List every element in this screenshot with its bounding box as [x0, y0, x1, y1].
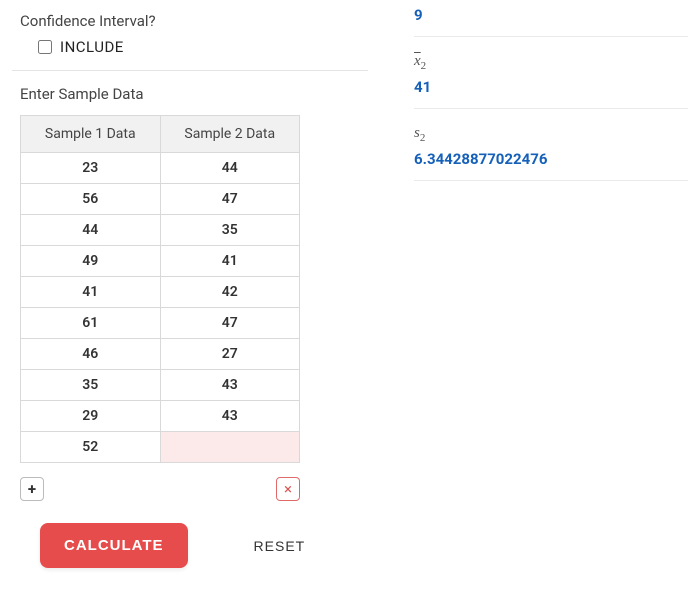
table-row: 5647 — [21, 184, 300, 215]
reset-button[interactable]: RESET — [248, 537, 312, 555]
table-row: 6147 — [21, 308, 300, 339]
stat-divider — [414, 108, 688, 109]
stat-value-s2: 6.34428877022476 — [414, 150, 688, 168]
table-row: 4941 — [21, 246, 300, 277]
stat-value-xbar2: 41 — [414, 78, 688, 96]
plus-icon: + — [28, 482, 36, 497]
table-row: 52 — [21, 432, 300, 463]
stat-divider — [414, 180, 688, 181]
table-cell[interactable]: 47 — [160, 308, 300, 339]
include-checkbox[interactable] — [38, 40, 52, 54]
stat-label-s2: s2 — [414, 125, 688, 144]
table-cell[interactable]: 23 — [21, 153, 161, 184]
table-cell[interactable]: 47 — [160, 184, 300, 215]
table-cell[interactable]: 56 — [21, 184, 161, 215]
table-cell[interactable]: 44 — [160, 153, 300, 184]
sample-data-table: Sample 1 Data Sample 2 Data 234456474435… — [20, 115, 300, 463]
remove-icon: × — [284, 482, 292, 497]
enter-sample-data-label: Enter Sample Data — [20, 85, 360, 103]
table-cell[interactable]: 43 — [160, 401, 300, 432]
table-cell[interactable]: 41 — [160, 246, 300, 277]
table-cell[interactable]: 42 — [160, 277, 300, 308]
table-cell[interactable] — [160, 432, 300, 463]
table-row: 4627 — [21, 339, 300, 370]
table-header-sample1: Sample 1 Data — [21, 116, 161, 153]
stat-value-n2: 9 — [414, 6, 688, 24]
table-cell[interactable]: 41 — [21, 277, 161, 308]
calculate-button[interactable]: CALCULATE — [40, 523, 188, 568]
table-cell[interactable]: 52 — [21, 432, 161, 463]
table-cell[interactable]: 35 — [21, 370, 161, 401]
include-label[interactable]: INCLUDE — [60, 38, 124, 56]
table-row: 3543 — [21, 370, 300, 401]
stat-label-xbar2: x2 — [414, 53, 688, 72]
table-cell[interactable]: 43 — [160, 370, 300, 401]
table-row: 4435 — [21, 215, 300, 246]
table-cell[interactable]: 27 — [160, 339, 300, 370]
table-row: 4142 — [21, 277, 300, 308]
table-cell[interactable]: 44 — [21, 215, 161, 246]
confidence-interval-label: Confidence Interval? — [20, 12, 360, 30]
table-cell[interactable]: 49 — [21, 246, 161, 277]
table-row: 2943 — [21, 401, 300, 432]
table-cell[interactable]: 35 — [160, 215, 300, 246]
stat-divider — [414, 36, 688, 37]
table-cell[interactable]: 29 — [21, 401, 161, 432]
table-row: 2344 — [21, 153, 300, 184]
add-row-button[interactable]: + — [20, 477, 44, 501]
table-cell[interactable]: 61 — [21, 308, 161, 339]
table-header-sample2: Sample 2 Data — [160, 116, 300, 153]
divider — [12, 70, 368, 71]
remove-row-button[interactable]: × — [276, 477, 300, 501]
table-cell[interactable]: 46 — [21, 339, 161, 370]
